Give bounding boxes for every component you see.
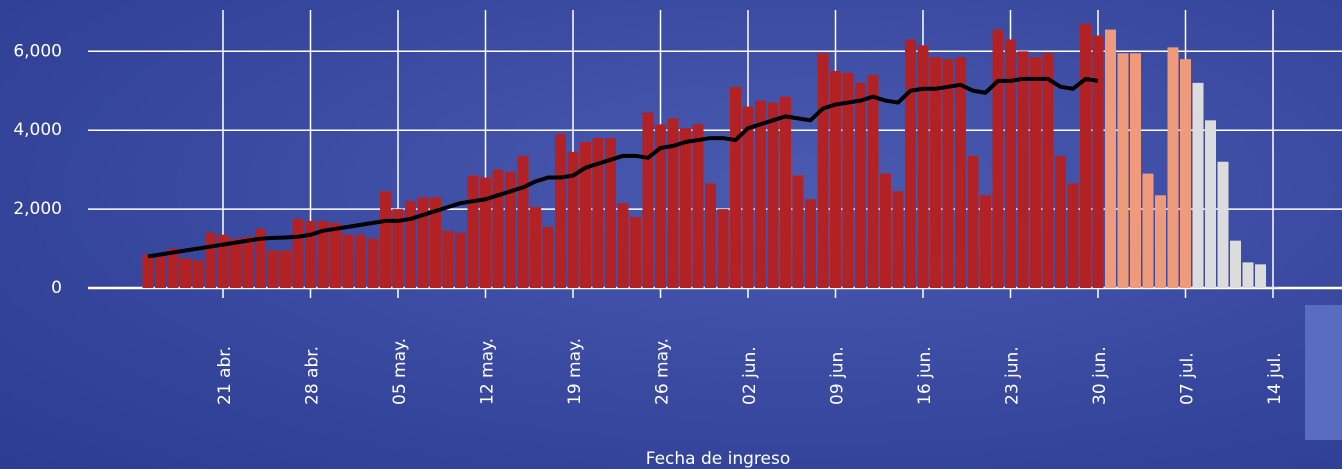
bar — [1068, 183, 1079, 288]
bar — [955, 57, 966, 288]
bar — [543, 227, 554, 288]
bar — [1118, 53, 1129, 288]
x-tick-label: 19 may. — [565, 338, 585, 405]
bar — [268, 251, 279, 288]
bar — [580, 142, 591, 288]
bar — [705, 183, 716, 288]
bar — [943, 59, 954, 288]
bar — [630, 217, 641, 288]
bar — [555, 134, 566, 288]
bar — [180, 258, 191, 288]
bar — [293, 219, 304, 288]
bar — [968, 156, 979, 288]
bar — [205, 233, 216, 288]
bar — [893, 191, 904, 288]
bar — [480, 178, 491, 288]
y-tick-label: 6,000 — [13, 41, 62, 61]
bar — [355, 235, 366, 288]
bar — [693, 124, 704, 288]
bar — [1005, 39, 1016, 288]
bar — [1268, 287, 1279, 288]
x-tick-label: 02 jun. — [740, 346, 760, 405]
bar — [443, 231, 454, 288]
bar — [193, 260, 204, 288]
x-tick-label: 26 may. — [653, 338, 673, 405]
x-tick-label: 14 jul. — [1265, 352, 1285, 405]
bar — [680, 128, 691, 288]
bar — [230, 239, 241, 288]
x-tick-label: 16 jun. — [915, 346, 935, 405]
bar — [843, 73, 854, 288]
x-tick-label: 09 jun. — [828, 346, 848, 405]
bar — [905, 39, 916, 288]
bar — [305, 221, 316, 288]
bar — [418, 197, 429, 288]
y-tick-label: 4,000 — [13, 120, 62, 140]
side-panel — [1305, 305, 1342, 440]
x-tick-label: 12 may. — [478, 338, 498, 405]
y-tick-label: 0 — [51, 278, 62, 298]
bar — [1018, 51, 1029, 288]
bar — [530, 207, 541, 288]
bar — [343, 235, 354, 288]
bar — [868, 75, 879, 288]
bar — [518, 156, 529, 288]
bar — [718, 209, 729, 288]
bar — [493, 170, 504, 288]
bar — [1230, 241, 1241, 288]
bar — [468, 176, 479, 288]
bar — [730, 87, 741, 288]
bar — [380, 191, 391, 288]
bar — [1205, 120, 1216, 288]
bar — [455, 233, 466, 288]
bar — [1143, 174, 1154, 288]
bar — [618, 203, 629, 288]
bar — [1193, 83, 1204, 288]
x-axis-label: Fecha de ingreso — [646, 449, 791, 469]
bar — [1080, 24, 1091, 288]
y-tick-label: 2,000 — [13, 199, 62, 219]
bar — [143, 254, 154, 288]
bar — [993, 30, 1004, 288]
bar — [980, 195, 991, 288]
bar — [368, 239, 379, 288]
bar — [243, 237, 254, 288]
bar — [780, 97, 791, 288]
x-tick-label: 07 jul. — [1178, 352, 1198, 405]
bar — [1093, 36, 1104, 288]
bar — [1130, 53, 1141, 288]
bar — [1218, 162, 1229, 288]
bar — [793, 176, 804, 288]
bar — [768, 103, 779, 288]
bar — [1055, 156, 1066, 288]
x-tick-label: 05 may. — [390, 338, 410, 405]
x-tick-label: 30 jun. — [1090, 346, 1110, 405]
bar — [880, 174, 891, 288]
bar — [818, 53, 829, 288]
bar — [918, 45, 929, 288]
bar — [1168, 47, 1179, 288]
x-tick-label: 23 jun. — [1003, 346, 1023, 405]
bar — [1105, 30, 1116, 288]
chart: Fecha de ingreso 0 2,000 4,000 6,000 21 abr.… — [0, 0, 1342, 469]
bar — [155, 256, 166, 288]
x-tick-label: 28 abr. — [303, 346, 323, 405]
bar — [1255, 264, 1266, 288]
bar — [280, 251, 291, 288]
bar — [330, 223, 341, 288]
x-tick-label: 21 abr. — [215, 346, 235, 405]
bar — [755, 101, 766, 288]
bar — [405, 201, 416, 288]
bar — [930, 57, 941, 288]
bar — [643, 112, 654, 288]
bar — [805, 199, 816, 288]
bar — [1155, 195, 1166, 288]
bar — [1243, 262, 1254, 288]
bar — [1180, 59, 1191, 288]
bar — [855, 83, 866, 288]
page: Fecha de ingreso 0 2,000 4,000 6,000 21 abr.… — [0, 0, 1342, 469]
bar — [1030, 57, 1041, 288]
bar — [1043, 53, 1054, 288]
